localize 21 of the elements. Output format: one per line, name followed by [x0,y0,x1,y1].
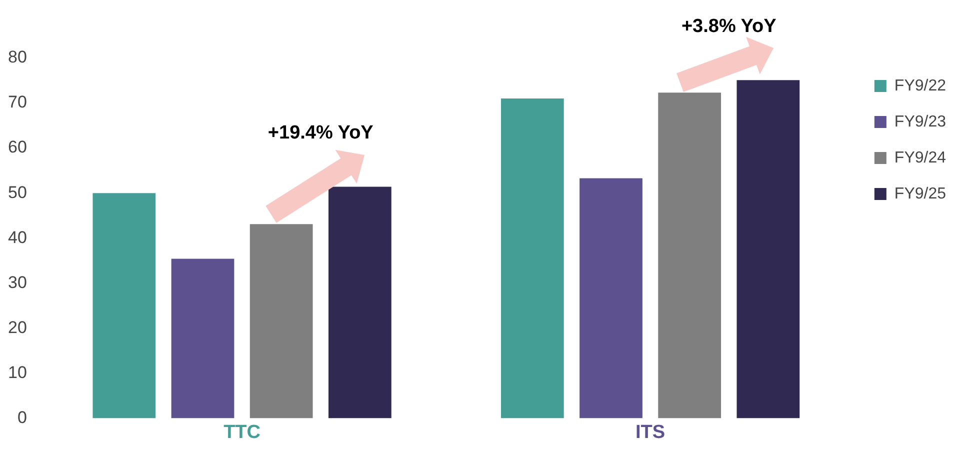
bar [500,98,564,418]
y-tick-label: 20 [8,318,27,337]
legend-label: FY9/24 [894,149,946,166]
y-tick-label: 50 [8,182,27,202]
y-tick-label: 40 [8,228,27,247]
y-tick-label: 30 [8,272,27,292]
bar [92,193,156,418]
x-tick-label: ITS [636,422,666,443]
y-tick-label: 70 [8,92,27,112]
y-tick-label: 10 [8,362,27,382]
annotation: +19.4% YoY [268,122,374,144]
text: +3.8% YoY [681,16,777,37]
bar [580,178,642,418]
x-tick-label: TTC [224,422,261,443]
bar [171,258,234,418]
legend-label: FY9/23 [894,113,946,130]
legend-label: FY9/25 [894,185,946,202]
y-tick-label: 60 [8,138,27,157]
legend-label: FY9/22 [894,77,946,94]
y-tick-label: 80 [8,48,27,67]
y-tick-label: 0 [17,408,27,427]
